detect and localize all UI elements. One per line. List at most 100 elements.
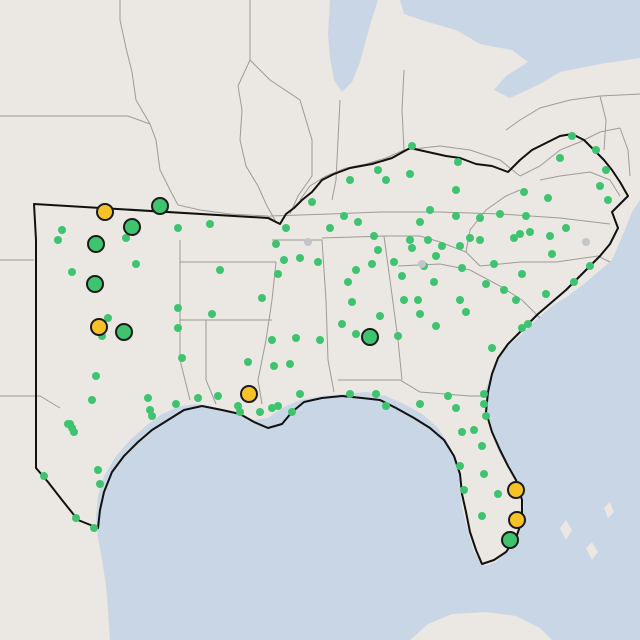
minor-site-dot[interactable] xyxy=(40,472,48,480)
minor-site-dot[interactable] xyxy=(104,314,112,322)
minor-site-dot[interactable] xyxy=(174,224,182,232)
minor-site-dot[interactable] xyxy=(556,154,564,162)
minor-site-dot[interactable] xyxy=(400,296,408,304)
minor-site-dot[interactable] xyxy=(376,312,384,320)
minor-site-dot[interactable] xyxy=(348,298,356,306)
minor-site-dot[interactable] xyxy=(208,310,216,318)
minor-site-dot[interactable] xyxy=(592,146,600,154)
minor-site-dot[interactable] xyxy=(456,462,464,470)
minor-site-dot[interactable] xyxy=(398,272,406,280)
minor-site-dot[interactable] xyxy=(570,278,578,286)
minor-site-dot[interactable] xyxy=(268,336,276,344)
minor-site-dot[interactable] xyxy=(462,308,470,316)
minor-site-dot[interactable] xyxy=(516,230,524,238)
minor-site-dot[interactable] xyxy=(416,310,424,318)
minor-site-dot[interactable] xyxy=(394,332,402,340)
minor-site-dot[interactable] xyxy=(234,402,242,410)
minor-site-dot[interactable] xyxy=(132,260,140,268)
minor-site-dot[interactable] xyxy=(470,426,478,434)
minor-site-dot[interactable] xyxy=(382,402,390,410)
minor-site-dot[interactable] xyxy=(482,412,490,420)
minor-site-dot[interactable] xyxy=(526,228,534,236)
minor-site-dot[interactable] xyxy=(494,490,502,498)
minor-site-dot[interactable] xyxy=(174,324,182,332)
minor-site-dot[interactable] xyxy=(272,240,280,248)
minor-site-dot[interactable] xyxy=(480,390,488,398)
minor-site-dot[interactable] xyxy=(602,166,610,174)
minor-site-dot[interactable] xyxy=(466,234,474,242)
minor-site-dot[interactable] xyxy=(88,396,96,404)
minor-site-dot[interactable] xyxy=(458,264,466,272)
minor-site-dot[interactable] xyxy=(282,224,290,232)
minor-site-dot[interactable] xyxy=(518,270,526,278)
minor-site-dot[interactable] xyxy=(456,242,464,250)
minor-site-dot[interactable] xyxy=(496,210,504,218)
minor-site-dot[interactable] xyxy=(280,256,288,264)
major-site-marker-fl-3[interactable] xyxy=(501,531,519,549)
minor-site-dot[interactable] xyxy=(216,266,224,274)
minor-site-dot[interactable] xyxy=(544,194,552,202)
minor-site-dot[interactable] xyxy=(478,512,486,520)
minor-site-dot[interactable] xyxy=(480,400,488,408)
minor-site-dot[interactable] xyxy=(414,296,422,304)
minor-site-dot[interactable] xyxy=(340,212,348,220)
minor-site-dot[interactable] xyxy=(270,362,278,370)
minor-site-dot[interactable] xyxy=(344,278,352,286)
major-site-marker-ok-5[interactable] xyxy=(86,275,104,293)
minor-site-dot[interactable] xyxy=(292,334,300,342)
minor-site-dot[interactable] xyxy=(604,196,612,204)
minor-site-dot[interactable] xyxy=(444,392,452,400)
minor-site-dot[interactable] xyxy=(256,408,264,416)
minor-site-dot[interactable] xyxy=(338,320,346,328)
minor-site-dot[interactable] xyxy=(374,166,382,174)
minor-site-dot[interactable] xyxy=(456,296,464,304)
minor-site-dot[interactable] xyxy=(326,224,334,232)
major-site-marker-ok-1[interactable] xyxy=(96,203,114,221)
minor-site-dot[interactable] xyxy=(346,176,354,184)
minor-site-dot[interactable] xyxy=(70,428,78,436)
minor-site-dot[interactable] xyxy=(54,236,62,244)
major-site-marker-ok-3[interactable] xyxy=(123,218,141,236)
minor-site-dot[interactable] xyxy=(416,218,424,226)
minor-site-dot[interactable] xyxy=(518,324,526,332)
minor-site-dot[interactable] xyxy=(214,392,222,400)
minor-site-dot[interactable] xyxy=(432,322,440,330)
major-site-marker-ok-2[interactable] xyxy=(151,197,169,215)
inactive-site-dot[interactable] xyxy=(304,238,312,246)
minor-site-dot[interactable] xyxy=(476,214,484,222)
minor-site-dot[interactable] xyxy=(90,524,98,532)
minor-site-dot[interactable] xyxy=(500,286,508,294)
minor-site-dot[interactable] xyxy=(452,212,460,220)
minor-site-dot[interactable] xyxy=(64,420,72,428)
minor-site-dot[interactable] xyxy=(562,224,570,232)
minor-site-dot[interactable] xyxy=(482,280,490,288)
minor-site-dot[interactable] xyxy=(490,260,498,268)
minor-site-dot[interactable] xyxy=(288,408,296,416)
minor-site-dot[interactable] xyxy=(522,212,530,220)
minor-site-dot[interactable] xyxy=(316,336,324,344)
minor-site-dot[interactable] xyxy=(352,266,360,274)
minor-site-dot[interactable] xyxy=(308,198,316,206)
major-site-marker-fl-2[interactable] xyxy=(508,511,526,529)
minor-site-dot[interactable] xyxy=(258,294,266,302)
minor-site-dot[interactable] xyxy=(372,390,380,398)
minor-site-dot[interactable] xyxy=(480,470,488,478)
minor-site-dot[interactable] xyxy=(568,132,576,140)
minor-site-dot[interactable] xyxy=(172,400,180,408)
minor-site-dot[interactable] xyxy=(122,234,130,242)
minor-site-dot[interactable] xyxy=(244,358,252,366)
minor-site-dot[interactable] xyxy=(452,186,460,194)
minor-site-dot[interactable] xyxy=(206,220,214,228)
minor-site-dot[interactable] xyxy=(542,290,550,298)
minor-site-dot[interactable] xyxy=(72,514,80,522)
minor-site-dot[interactable] xyxy=(314,258,322,266)
minor-site-dot[interactable] xyxy=(390,258,398,266)
minor-site-dot[interactable] xyxy=(94,466,102,474)
minor-site-dot[interactable] xyxy=(370,232,378,240)
major-site-marker-tx-1[interactable] xyxy=(90,318,108,336)
minor-site-dot[interactable] xyxy=(426,206,434,214)
minor-site-dot[interactable] xyxy=(368,260,376,268)
minor-site-dot[interactable] xyxy=(96,480,104,488)
minor-site-dot[interactable] xyxy=(194,394,202,402)
